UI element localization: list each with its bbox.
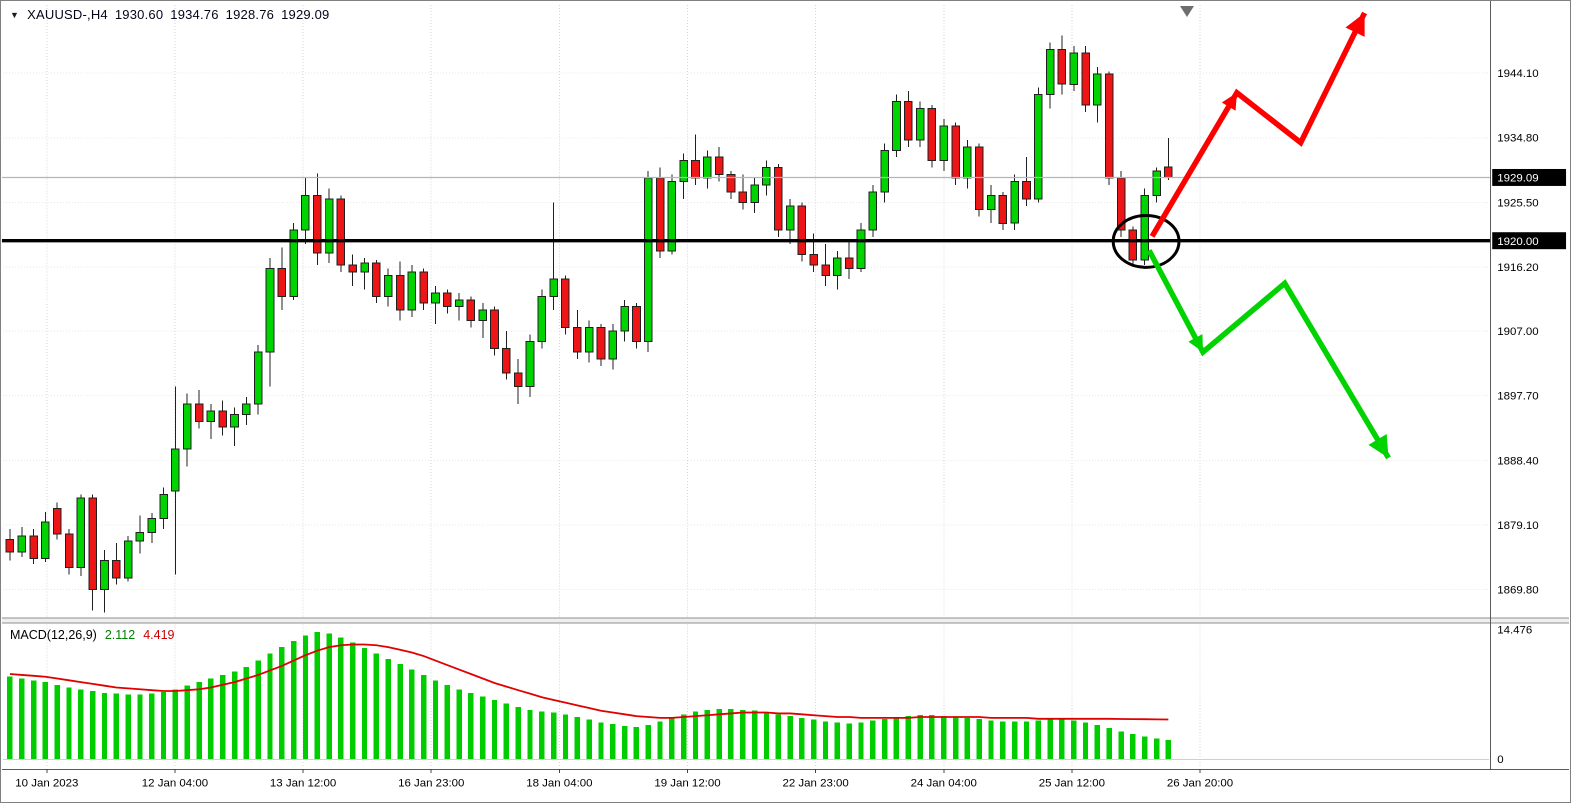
svg-text:22 Jan 23:00: 22 Jan 23:00	[782, 778, 848, 790]
svg-text:1925.50: 1925.50	[1497, 197, 1538, 209]
svg-text:0: 0	[1497, 754, 1503, 766]
svg-text:1897.70: 1897.70	[1497, 391, 1538, 403]
svg-text:25 Jan 12:00: 25 Jan 12:00	[1039, 778, 1105, 790]
ohlc-high: 1934.76	[170, 7, 219, 22]
svg-text:1907.00: 1907.00	[1497, 326, 1538, 338]
svg-text:1916.20: 1916.20	[1497, 262, 1538, 274]
svg-text:1869.80: 1869.80	[1497, 585, 1538, 597]
svg-text:18 Jan 04:00: 18 Jan 04:00	[526, 778, 592, 790]
macd-histogram	[7, 631, 1172, 760]
svg-text:10 Jan 2023: 10 Jan 2023	[15, 778, 78, 790]
macd-main-value: 2.112	[104, 628, 136, 642]
circle-annotation[interactable]	[1111, 213, 1181, 269]
svg-text:12 Jan 04:00: 12 Jan 04:00	[142, 778, 208, 790]
svg-text:1879.10: 1879.10	[1497, 520, 1538, 532]
ohlc-open: 1930.60	[114, 7, 164, 22]
ohlc-close: 1929.09	[281, 7, 330, 22]
candlestick-series	[5, 35, 1173, 613]
svg-text:14.476: 14.476	[1497, 624, 1532, 636]
ohlc-low: 1928.76	[225, 7, 275, 22]
svg-text:1944.10: 1944.10	[1497, 68, 1538, 80]
pane-divider[interactable]	[1, 617, 1570, 624]
svg-text:26 Jan 20:00: 26 Jan 20:00	[1167, 778, 1233, 790]
macd-pane	[2, 631, 1490, 761]
svg-text:16 Jan 23:00: 16 Jan 23:00	[398, 778, 464, 790]
macd-name: MACD(12,26,9)	[10, 628, 97, 642]
symbol-timeframe-label: XAUUSD-,H4	[27, 7, 108, 22]
svg-text:19 Jan 12:00: 19 Jan 12:00	[654, 778, 720, 790]
macd-signal-value: 4.419	[143, 628, 175, 642]
red-up-scenario-arrow[interactable]	[1149, 11, 1368, 238]
time-axis[interactable]: 10 Jan 2023 12 Jan 04:00 13 Jan 12:00 16 Ja…	[15, 769, 1233, 790]
svg-text:1888.40: 1888.40	[1497, 455, 1538, 467]
svg-text:13 Jan 12:00: 13 Jan 12:00	[270, 778, 336, 790]
green-down-scenario-arrow[interactable]	[1146, 249, 1391, 460]
macd-indicator-label: MACD(12,26,9) 2.112 4.419	[10, 628, 174, 642]
svg-text:1920.00: 1920.00	[1497, 236, 1538, 248]
macd-signal-line	[9, 643, 1169, 721]
symbol-ohlc-bar: ▼ XAUUSD-,H4 1930.60 1934.76 1928.76 192…	[10, 7, 329, 22]
svg-text:24 Jan 04:00: 24 Jan 04:00	[911, 778, 977, 790]
price-axis[interactable]: 1944.10 1934.80 1925.50 1916.20 1907.00 1897.…	[1492, 68, 1567, 766]
grid	[2, 4, 1490, 768]
chart-dropdown-icon[interactable]: ▼	[10, 9, 20, 20]
chart-shift-marker[interactable]	[1180, 5, 1194, 17]
svg-text:1934.80: 1934.80	[1497, 133, 1538, 145]
svg-text:1929.09: 1929.09	[1497, 173, 1538, 185]
